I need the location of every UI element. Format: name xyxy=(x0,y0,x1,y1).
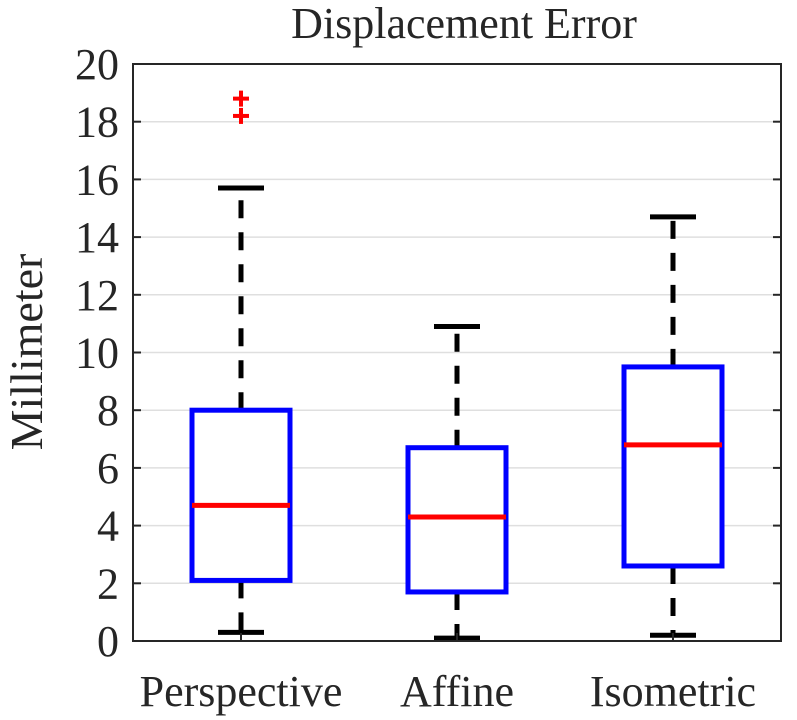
y-tick-label: 2 xyxy=(97,559,119,608)
iqr-box xyxy=(189,407,293,583)
iqr-box xyxy=(621,364,725,569)
y-tick-label: 14 xyxy=(75,213,119,262)
y-tick-label: 16 xyxy=(75,155,119,204)
x-tick-label: Perspective xyxy=(140,667,343,716)
y-tick-label: 6 xyxy=(97,444,119,493)
y-tick-label: 4 xyxy=(97,502,119,551)
y-tick-label: 10 xyxy=(75,329,119,378)
x-axis-labels: Perspective Affine Isometric xyxy=(140,633,756,716)
y-tick-label: 12 xyxy=(75,271,119,320)
y-tick-label: 0 xyxy=(97,617,119,666)
y-tick-label: 8 xyxy=(97,386,119,435)
y-tick-label: 18 xyxy=(75,98,119,147)
chart-title: Displacement Error xyxy=(291,0,637,48)
boxes-layer xyxy=(189,90,725,641)
y-axis-ticks: 0 2 4 6 8 10 12 14 16 18 20 xyxy=(75,40,781,666)
box-perspective xyxy=(189,90,293,635)
y-tick-label: 20 xyxy=(75,40,119,89)
x-tick-label: Affine xyxy=(400,667,514,716)
box-affine xyxy=(405,324,509,641)
x-tick-label: Isometric xyxy=(590,667,756,716)
iqr-box xyxy=(405,445,509,595)
box-isometric xyxy=(621,214,725,638)
y-axis-label: Millimeter xyxy=(1,254,52,451)
